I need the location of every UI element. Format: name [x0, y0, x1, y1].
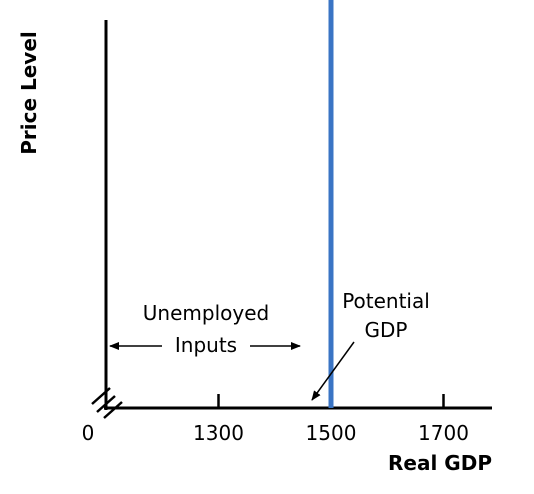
x-axis-ticks: 1300 1500 1700	[193, 394, 469, 445]
potential-gdp-label-line2: GDP	[365, 318, 408, 342]
x-axis-title: Real GDP	[388, 451, 492, 475]
unemployed-inputs-annotation: Unemployed Inputs	[109, 301, 301, 357]
series-layer: LAS	[328, 0, 334, 408]
axis-break-mark	[91, 387, 123, 419]
x-tick-label-1300: 1300	[193, 421, 244, 445]
x-origin-label: 0	[82, 421, 95, 445]
x-tick-label-1700: 1700	[418, 421, 469, 445]
potential-gdp-annotation: Potential GDP	[311, 289, 430, 401]
y-axis-title: Price Level	[17, 31, 41, 155]
x-tick-label-1500: 1500	[306, 421, 357, 445]
potential-gdp-arrow	[311, 341, 355, 401]
unemployed-inputs-label-line2: Inputs	[175, 333, 237, 357]
potential-gdp-label-line1: Potential	[342, 289, 430, 313]
unemployed-inputs-label-line1: Unemployed	[143, 301, 269, 325]
